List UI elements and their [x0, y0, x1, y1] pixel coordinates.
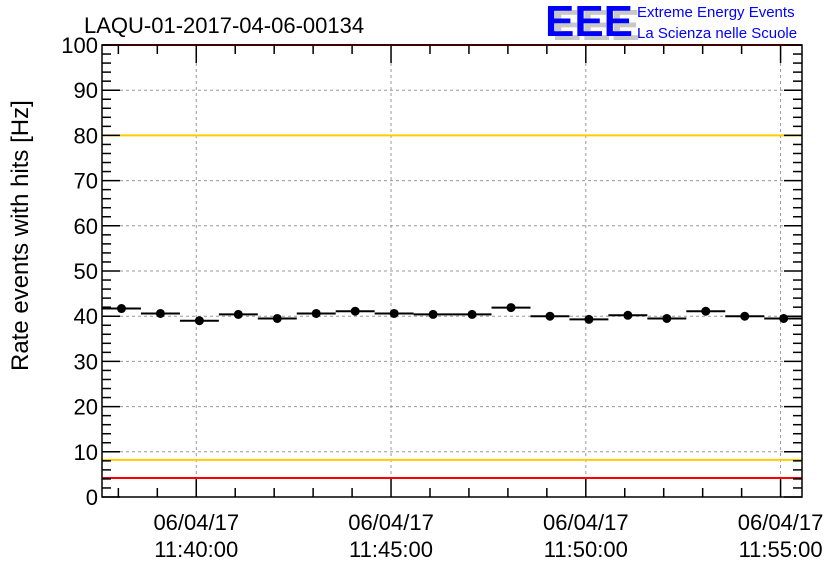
reference-lines [102, 44, 802, 480]
y-tick-label: 50 [74, 259, 98, 284]
logo-line1: Extreme Energy Events [637, 4, 795, 21]
data-point [662, 313, 672, 323]
data-point [389, 308, 399, 318]
data-point [701, 306, 711, 316]
x-tick-date: 06/04/17 [543, 510, 629, 535]
data-point [584, 314, 594, 324]
x-tick-date: 06/04/17 [738, 510, 824, 535]
data-point [272, 313, 282, 323]
x-tick-date: 06/04/17 [153, 510, 239, 535]
y-tick-label: 30 [74, 349, 98, 374]
y-tick-label: 10 [74, 440, 98, 465]
y-tick-label: 60 [74, 214, 98, 239]
axes: 010203040506070809010006/04/1711:40:0006… [61, 33, 823, 562]
data-point [311, 308, 321, 318]
data-point [194, 316, 204, 326]
y-tick-label: 40 [74, 304, 98, 329]
x-tick-time: 11:40:00 [154, 537, 238, 562]
y-tick-label: 80 [74, 123, 98, 148]
y-axis-label: Rate events with hits [Hz] [7, 100, 34, 371]
y-tick-label: 100 [61, 33, 98, 58]
data-point [233, 309, 243, 319]
x-tick-time: 11:45:00 [349, 537, 433, 562]
grid [102, 45, 802, 497]
y-tick-label: 90 [74, 78, 98, 103]
chart-title: LAQU-01-2017-04-06-00134 [84, 13, 364, 38]
data-point [467, 309, 477, 319]
data-point [506, 303, 516, 313]
y-tick-label: 20 [74, 395, 98, 420]
x-tick-time: 11:55:00 [739, 537, 823, 562]
data-point [350, 306, 360, 316]
y-tick-label: 70 [74, 169, 98, 194]
data-point [740, 311, 750, 321]
logo-text: EEE [545, 0, 633, 46]
data-point [155, 308, 165, 318]
eee-logo: EEE Extreme Energy Events La Scienza nel… [545, 0, 797, 46]
x-tick-time: 11:50:00 [544, 537, 628, 562]
y-tick-label: 0 [86, 485, 98, 510]
logo-line2: La Scienza nelle Scuole [637, 25, 797, 42]
data-point [779, 313, 789, 323]
data-point [116, 304, 126, 314]
data-point [428, 309, 438, 319]
x-tick-date: 06/04/17 [348, 510, 434, 535]
data-point [623, 310, 633, 320]
data-points [102, 303, 802, 326]
data-point [545, 311, 555, 321]
